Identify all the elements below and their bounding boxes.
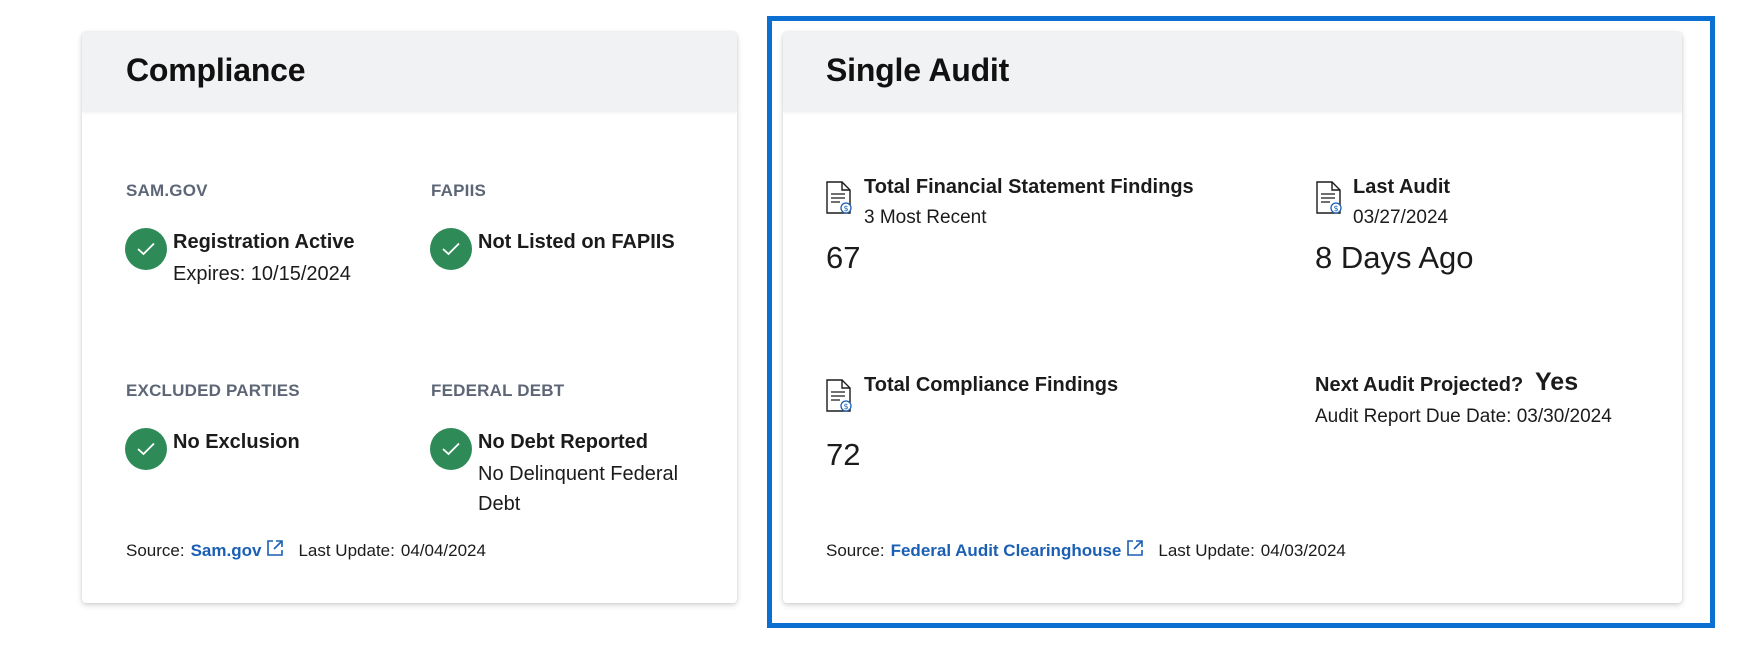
fapiis-label: FAPIIS (431, 181, 487, 200)
check-circle-icon (430, 228, 472, 270)
svg-text:$: $ (843, 204, 848, 213)
sam-gov-link[interactable]: Sam.gov (190, 540, 262, 560)
svg-text:$: $ (843, 402, 848, 411)
external-link-icon[interactable] (1126, 539, 1144, 562)
federal-audit-clearinghouse-link[interactable]: Federal Audit Clearinghouse (890, 540, 1122, 560)
compliance-findings-title: Total Compliance Findings (864, 374, 1119, 396)
source-prefix: Source: (126, 540, 185, 560)
document-dollar-icon: $ (825, 379, 853, 418)
compliance-source-row: Source: Sam.gov Last Update: 04/04/2024 (126, 539, 486, 562)
source-prefix: Source: (826, 540, 885, 560)
last-audit-date: 03/27/2024 (1353, 207, 1449, 228)
external-link-icon[interactable] (266, 539, 284, 562)
federal-debt-label: FEDERAL DEBT (431, 381, 565, 400)
audit-report-due-date: Audit Report Due Date: 03/30/2024 (1315, 406, 1612, 427)
debt-detail-line2: Debt (478, 493, 521, 515)
check-circle-icon (125, 228, 167, 270)
next-audit-value: Yes (1535, 368, 1579, 396)
check-circle-icon (430, 428, 472, 470)
last-update-label: Last Update: (1158, 540, 1255, 560)
svg-text:$: $ (1333, 204, 1338, 213)
sam-label: SAM.GOV (126, 181, 208, 200)
debt-status: No Debt Reported (478, 431, 648, 453)
single-audit-card-header: Single Audit (783, 32, 1682, 111)
document-dollar-icon: $ (825, 181, 853, 220)
financial-findings-value: 67 (826, 240, 861, 275)
last-audit-title: Last Audit (1353, 176, 1451, 198)
last-update-label: Last Update: (298, 540, 395, 560)
document-dollar-icon: $ (1315, 181, 1343, 220)
fapiis-status: Not Listed on FAPIIS (478, 231, 675, 253)
last-update-date: 04/03/2024 (1260, 540, 1346, 560)
compliance-card-header: Compliance (82, 32, 737, 111)
compliance-title: Compliance (126, 52, 306, 88)
compliance-card: Compliance SAM.GOV Registration Active E… (82, 32, 737, 603)
next-audit-label: Next Audit Projected? (1315, 374, 1524, 396)
last-audit-value: 8 Days Ago (1315, 240, 1474, 275)
last-update-date: 04/04/2024 (400, 540, 486, 560)
financial-findings-title: Total Financial Statement Findings (864, 176, 1194, 198)
single-audit-source-row: Source: Federal Audit Clearinghouse Last… (826, 539, 1346, 562)
debt-detail-line1: No Delinquent Federal (478, 463, 679, 485)
financial-findings-sub: 3 Most Recent (864, 207, 987, 228)
sam-status: Registration Active (173, 231, 355, 253)
compliance-findings-value: 72 (826, 437, 861, 472)
single-audit-card: Single Audit $ Total Financial Statement… (783, 32, 1682, 603)
check-circle-icon (125, 428, 167, 470)
sam-expires: Expires: 10/15/2024 (173, 263, 351, 285)
single-audit-title: Single Audit (826, 52, 1010, 88)
excluded-status: No Exclusion (173, 431, 300, 453)
excluded-parties-label: EXCLUDED PARTIES (126, 381, 300, 400)
